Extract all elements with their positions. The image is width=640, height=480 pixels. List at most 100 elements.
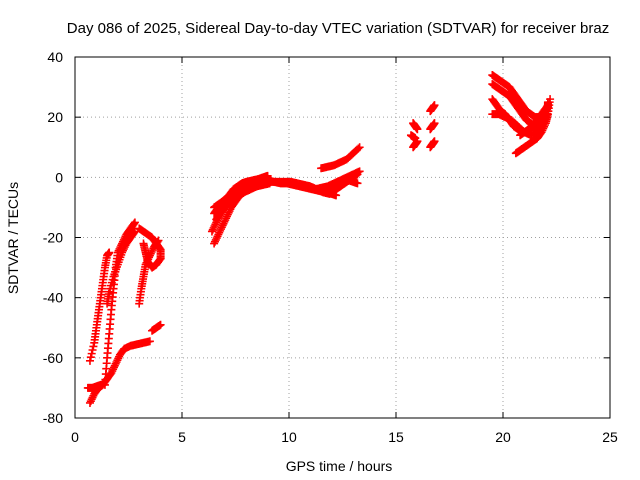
data-point [85, 398, 94, 407]
data-point [130, 219, 139, 228]
data-point [219, 219, 228, 228]
series-track-22 [409, 137, 422, 152]
data-point [111, 359, 120, 368]
x-tick-label: 10 [281, 429, 297, 445]
data-point [537, 128, 546, 137]
chart-title: Day 086 of 2025, Sidereal Day-to-day VTE… [67, 20, 609, 37]
y-tick-label: 0 [55, 169, 63, 185]
data-point [430, 101, 439, 110]
y-axis-label: SDTVAR / TECUs [5, 182, 21, 294]
series-track-9 [148, 320, 165, 335]
data-point [110, 361, 119, 370]
y-tick-label: 20 [47, 109, 63, 125]
data-point [145, 337, 154, 346]
data-point [209, 223, 218, 232]
x-tick-label: 0 [71, 429, 79, 445]
data-point [120, 243, 129, 252]
data-point [112, 358, 121, 367]
data-point [540, 120, 549, 129]
data-point [413, 137, 422, 146]
series-track-6 [135, 224, 165, 263]
tick-labels: 0 5 10 15 20 25 -80 -60 -40 -20 0 20 40 [43, 49, 618, 445]
data-point [85, 356, 94, 365]
data-point [96, 380, 105, 389]
data-point [130, 227, 139, 236]
data-point [109, 365, 118, 374]
series-track-20 [409, 119, 422, 134]
tick-marks [74, 56, 611, 419]
data-point [215, 228, 224, 237]
data-point [546, 95, 555, 104]
series-track-2 [85, 248, 114, 365]
data-point [543, 101, 552, 110]
data-point [353, 170, 362, 179]
series-track-24 [426, 119, 439, 134]
data-point [430, 119, 439, 128]
y-tick-label: -60 [43, 350, 63, 366]
data-point [130, 228, 139, 237]
x-axis-label: GPS time / hours [286, 458, 393, 474]
data-point [354, 144, 363, 153]
data-point [540, 122, 549, 131]
data-point [222, 214, 231, 223]
data-point [130, 218, 139, 227]
data-point [154, 236, 163, 245]
x-tick-label: 25 [602, 429, 618, 445]
data-point [107, 368, 116, 377]
data-point [222, 212, 231, 221]
series-track-31 [516, 101, 552, 140]
data-point [212, 234, 221, 243]
data-point [221, 216, 230, 225]
series-track-5 [103, 227, 139, 308]
x-tick-label: 5 [178, 429, 186, 445]
x-tick-label: 20 [495, 429, 511, 445]
data-point [216, 226, 225, 235]
data-point [109, 363, 118, 372]
y-tick-label: -20 [43, 230, 63, 246]
series-track-8 [139, 239, 165, 272]
data-point [225, 207, 234, 216]
data-point [155, 255, 164, 264]
series-track-21 [406, 131, 420, 143]
data-point [87, 349, 96, 358]
series-track-16 [317, 143, 364, 173]
data-point [210, 222, 219, 231]
data-point [213, 232, 222, 241]
data-point [118, 246, 127, 255]
data-point [88, 393, 97, 402]
data-point [539, 124, 548, 133]
data-point [224, 208, 233, 217]
y-tick-label: 40 [47, 49, 63, 65]
data-point [210, 237, 219, 246]
data-point [216, 225, 225, 234]
data-point [119, 244, 128, 253]
data-point [108, 367, 117, 376]
data-point [88, 346, 97, 355]
data-point [86, 397, 95, 406]
data-point [148, 246, 157, 255]
series-track-4 [83, 380, 105, 392]
data-point [156, 254, 165, 263]
data-point [118, 248, 127, 257]
data-point [208, 225, 217, 234]
data-point [114, 354, 123, 363]
series-track-25 [426, 137, 439, 152]
data-point [86, 353, 95, 362]
data-point [353, 179, 362, 188]
data-point [214, 230, 223, 239]
data-point [430, 137, 439, 146]
data-point [87, 395, 96, 404]
data-point [210, 239, 219, 248]
data-point [220, 217, 229, 226]
data-point [211, 235, 220, 244]
x-tick-label: 15 [388, 429, 404, 445]
data-point [355, 143, 364, 152]
data-points [83, 71, 555, 407]
data-point [217, 223, 226, 232]
data-point [413, 125, 422, 134]
series-track-19 [327, 176, 362, 191]
data-point [218, 221, 227, 230]
data-point [153, 237, 162, 246]
